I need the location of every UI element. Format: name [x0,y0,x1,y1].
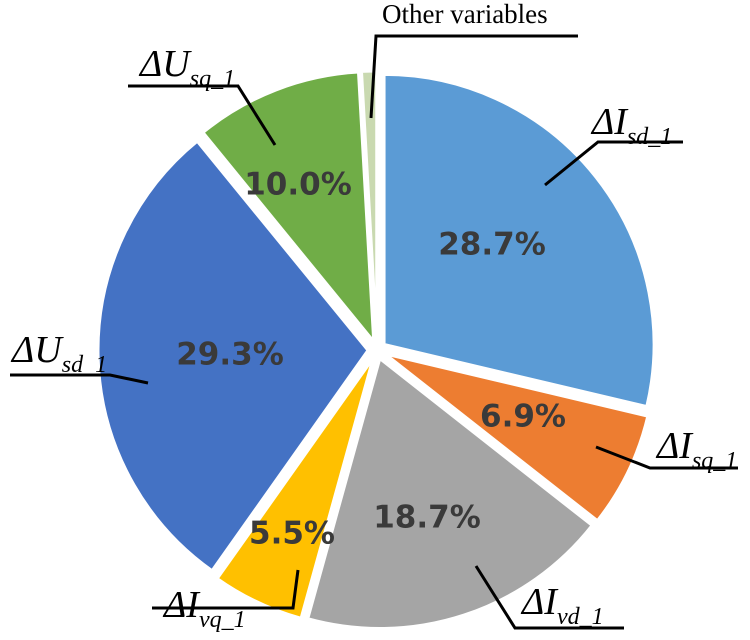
slice-percent-label: 6.9% [480,399,566,435]
pie-slice-delta-isq-1 [384,352,650,523]
leader-line [10,373,149,385]
pie-slice-other-variables [359,69,379,342]
slice-percent-label: 29.3% [176,337,284,373]
pie-slice-delta-ivd-1 [305,355,595,630]
leader-line [544,140,683,187]
category-label: ΔIvq_1 [162,584,246,633]
pie-slice-delta-usq-1 [200,70,376,347]
slice-percent-label: 18.7% [373,500,481,536]
pie-slice-delta-ivq-1 [215,357,375,621]
category-label: ΔUsq_1 [138,43,235,92]
category-label: ΔUsd_1 [10,329,107,378]
category-label: ΔIvd_1 [520,581,604,630]
leader-line [128,84,277,146]
slice-percent-label: 10.0% [244,167,352,203]
category-label: ΔIsq_1 [655,425,737,474]
slice-percent-label: 28.7% [438,227,546,263]
leader-line [595,445,738,470]
pie-slice-delta-usd-1 [96,139,370,573]
pie-slice-delta-isd-1 [382,72,656,409]
leader-line [369,34,578,119]
leader-line [152,569,300,610]
leader-line [474,565,624,630]
slice-percent-label: 5.5% [249,516,335,552]
category-label: Other variables [382,0,548,29]
category-label: ΔIsd_1 [590,101,672,150]
